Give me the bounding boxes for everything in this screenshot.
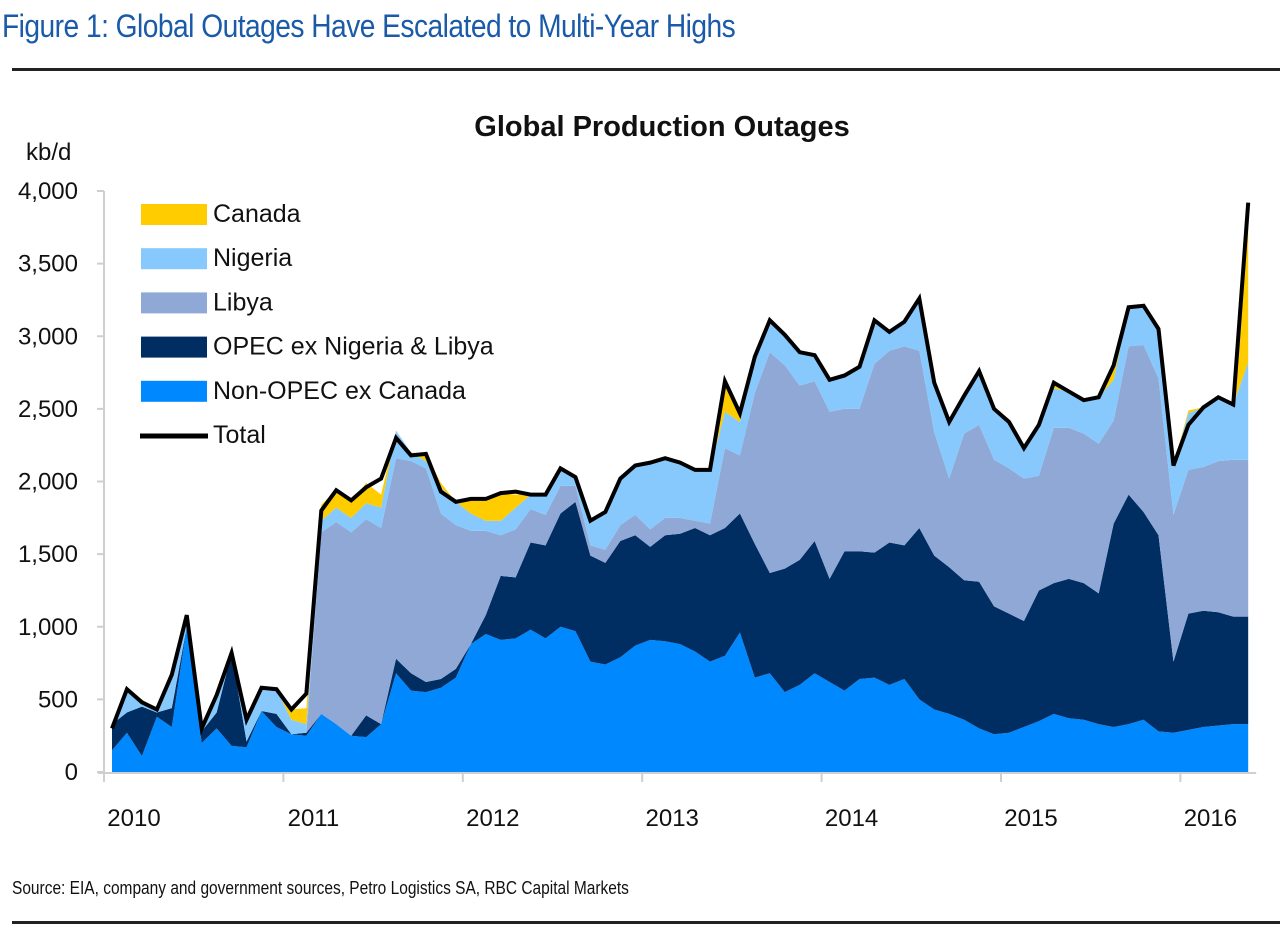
top-divider (12, 68, 1280, 71)
legend-label-total: Total (213, 421, 266, 449)
legend-swatch-canada (141, 204, 207, 225)
legend: Canada Nigeria Libya OPEC ex Nigeria & Liby… (140, 200, 494, 449)
legend-label-non-opec-ex-canada: Non-OPEC ex Canada (213, 377, 466, 405)
area-nigeria (112, 298, 1249, 742)
y-tick-label: 3,500 (18, 251, 78, 278)
y-tick-label: 2,500 (18, 396, 78, 423)
x-tick-label: 2012 (466, 805, 519, 832)
legend-label-opec-ex-nigeria-libya: OPEC ex Nigeria & Libya (213, 333, 494, 361)
x-tick-label: 2016 (1184, 805, 1237, 832)
y-tick-label: 0 (65, 759, 78, 786)
legend-swatch-non-opec-ex-canada (141, 380, 207, 402)
x-tick-label: 2014 (825, 805, 878, 832)
legend-swatch-libya (141, 292, 207, 314)
chart-title: Global Production Outages (474, 111, 849, 143)
y-tick-label: 1,500 (18, 541, 78, 568)
x-tick-label: 2015 (1004, 805, 1057, 832)
legend-swatch-nigeria (141, 248, 207, 270)
legend-swatch-opec-ex-nigeria-libya (141, 336, 207, 358)
y-axis: 0 500 1,000 1,500 2,000 2,500 3,000 3,500 4,000 (18, 178, 105, 786)
x-axis: 2010 2011 2012 2013 2014 2015 2016 (98, 772, 1257, 832)
chart: Global Production Outages kb/d 0 500 1,000… (18, 111, 1257, 832)
area-non-opec-ex-canada (112, 626, 1249, 772)
y-tick-label: 3,000 (18, 323, 78, 350)
bottom-divider (12, 921, 1280, 924)
x-tick-label: 2013 (646, 805, 699, 832)
stacked-areas (110, 202, 1251, 772)
y-tick-label: 1,000 (18, 614, 78, 641)
y-axis-label: kb/d (26, 139, 71, 166)
y-tick-label: 2,000 (18, 469, 78, 496)
y-tick-label: 500 (38, 686, 78, 713)
source-note: Source: EIA, company and government sour… (12, 878, 629, 898)
y-tick-label: 4,000 (18, 178, 78, 205)
figure-title: Figure 1: Global Outages Have Escalated … (2, 8, 736, 44)
legend-label-canada: Canada (213, 200, 301, 228)
area-libya (112, 344, 1249, 742)
legend-label-nigeria: Nigeria (213, 244, 292, 272)
x-tick-label: 2010 (107, 805, 160, 832)
legend-label-libya: Libya (213, 288, 273, 316)
area-opec-ex-nigeria-libya (112, 494, 1249, 757)
line-total (110, 202, 1251, 736)
x-tick-label: 2011 (288, 805, 340, 832)
